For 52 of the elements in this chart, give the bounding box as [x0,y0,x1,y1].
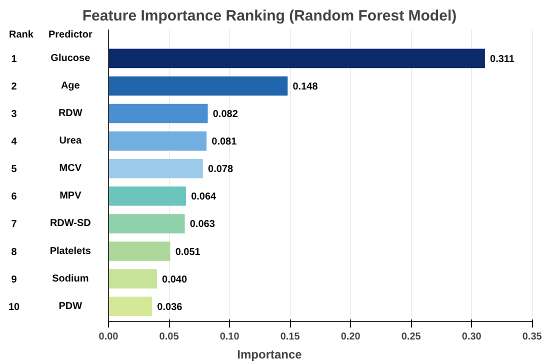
y-tick-label: Glucose [50,52,91,64]
bar [108,48,485,68]
text: 2 [11,81,18,92]
x-axis-title: Importance [237,348,302,362]
text: 5 [11,164,18,176]
text: Predictor [48,30,92,41]
x-tick-label: 0.35 [522,332,542,342]
bar [108,158,203,178]
y-tick-label: MPV [60,190,82,202]
data-label: 0.064 [191,192,217,203]
bar [108,76,288,96]
x-tick-label: 0.05 [159,332,180,342]
text: 10 [8,302,20,313]
bar [108,186,186,206]
bar [108,214,185,234]
data-label: 0.078 [208,164,234,176]
text: 6 [11,192,18,203]
x-tick-label: 0.10 [220,332,240,342]
bar [108,242,170,261]
bar [108,104,208,124]
y-tick-label: PDW [58,300,83,312]
text: 7 [11,219,18,230]
text: 8 [11,246,18,258]
x-tick-label: 0.20 [340,332,361,342]
y-tick-label: MCV [59,163,82,174]
text: Rank [8,30,34,41]
data-label: 0.040 [162,274,188,286]
x-tick-label: 0.25 [401,332,422,342]
data-label: 0.051 [175,246,201,258]
x-tick-label: 0.30 [462,332,482,342]
y-tick-label: Sodium [52,273,89,284]
text: 9 [11,274,18,286]
bar [108,269,157,288]
data-label: 0.036 [157,302,183,313]
chart-title: Feature Importance Ranking (Random Forest Model) [82,8,457,24]
x-tick-label: 0.15 [280,332,300,342]
data-label: 0.081 [212,136,238,148]
data-label: 0.063 [190,219,216,230]
data-label: 0.082 [212,109,238,120]
bar [108,131,207,151]
x-tick-label: 0.00 [98,332,119,342]
y-tick-label: Platelets [50,246,92,257]
data-label: 0.148 [292,81,318,92]
bar [108,296,152,316]
text: 4 [11,136,18,148]
y-tick-label: Urea [59,136,82,147]
text: 3 [11,109,18,120]
text: 1 [11,54,18,65]
data-label: 0.311 [490,54,515,65]
y-tick-label: Age [60,80,80,92]
y-tick-label: RDW-SD [50,218,91,230]
y-tick-label: RDW [58,108,83,120]
